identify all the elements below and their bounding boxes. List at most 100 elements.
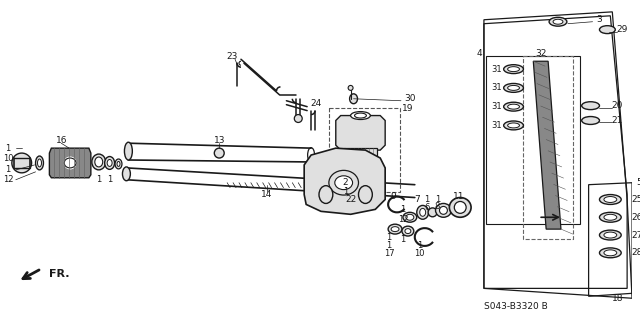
Text: 32: 32 — [536, 49, 547, 58]
Ellipse shape — [95, 157, 102, 167]
Ellipse shape — [115, 159, 122, 169]
Text: 1: 1 — [387, 233, 392, 241]
Text: 29: 29 — [616, 25, 628, 34]
Text: 22: 22 — [345, 195, 356, 204]
Text: 7: 7 — [414, 195, 420, 204]
Ellipse shape — [358, 186, 372, 204]
Ellipse shape — [440, 206, 447, 214]
Ellipse shape — [604, 197, 617, 203]
Ellipse shape — [600, 230, 621, 240]
Bar — [486, 56, 580, 224]
Ellipse shape — [582, 102, 600, 110]
Text: 11: 11 — [452, 192, 464, 201]
Ellipse shape — [553, 19, 563, 24]
Ellipse shape — [122, 167, 131, 181]
Text: 1: 1 — [417, 241, 422, 250]
Ellipse shape — [117, 161, 120, 167]
Ellipse shape — [508, 85, 520, 90]
Text: 17: 17 — [384, 249, 394, 258]
Text: 1: 1 — [107, 175, 112, 184]
Ellipse shape — [124, 142, 132, 160]
Text: 1: 1 — [5, 165, 10, 174]
Bar — [524, 56, 573, 239]
Text: 8: 8 — [435, 202, 440, 211]
Ellipse shape — [454, 202, 466, 213]
Text: 3: 3 — [596, 15, 602, 24]
Text: 10: 10 — [415, 249, 425, 258]
Text: 6: 6 — [424, 203, 429, 212]
Polygon shape — [336, 115, 385, 150]
Ellipse shape — [504, 65, 524, 74]
Ellipse shape — [508, 104, 520, 109]
Ellipse shape — [329, 170, 358, 195]
Text: 31: 31 — [492, 83, 502, 93]
Text: 9: 9 — [390, 192, 396, 201]
Ellipse shape — [294, 115, 302, 122]
Text: 26: 26 — [631, 213, 640, 222]
Ellipse shape — [405, 229, 411, 234]
Text: 1: 1 — [424, 195, 429, 204]
Text: 31: 31 — [492, 65, 502, 74]
Text: 24: 24 — [310, 99, 322, 108]
Text: 1: 1 — [387, 241, 392, 250]
Ellipse shape — [64, 157, 76, 169]
Text: 25: 25 — [631, 195, 640, 204]
Ellipse shape — [107, 160, 112, 167]
Ellipse shape — [600, 195, 621, 204]
Ellipse shape — [604, 250, 617, 256]
Ellipse shape — [36, 156, 44, 170]
Ellipse shape — [349, 94, 358, 104]
Text: 1: 1 — [435, 195, 440, 204]
Text: 31: 31 — [492, 121, 502, 130]
Ellipse shape — [335, 176, 353, 189]
Text: 5: 5 — [636, 178, 640, 187]
Ellipse shape — [508, 67, 520, 71]
Text: FR.: FR. — [49, 269, 70, 278]
Ellipse shape — [348, 85, 353, 90]
Text: 23: 23 — [227, 52, 238, 61]
Ellipse shape — [12, 153, 31, 173]
Text: 31: 31 — [492, 102, 502, 111]
Ellipse shape — [402, 226, 414, 236]
Ellipse shape — [391, 227, 399, 232]
Ellipse shape — [508, 123, 520, 128]
Text: 1: 1 — [5, 144, 10, 153]
Text: 19: 19 — [402, 104, 413, 113]
Ellipse shape — [428, 208, 437, 217]
Ellipse shape — [600, 26, 615, 33]
Polygon shape — [304, 148, 385, 214]
Text: 1: 1 — [400, 234, 406, 243]
Text: 14: 14 — [261, 190, 273, 199]
Ellipse shape — [600, 212, 621, 222]
Text: 12: 12 — [3, 175, 13, 184]
Text: 1: 1 — [400, 205, 406, 214]
Polygon shape — [49, 148, 91, 178]
Ellipse shape — [604, 214, 617, 220]
Text: 20: 20 — [612, 101, 623, 110]
Ellipse shape — [355, 174, 366, 182]
Text: 18: 18 — [611, 294, 623, 303]
Text: 1: 1 — [343, 187, 348, 196]
Ellipse shape — [504, 102, 524, 111]
Ellipse shape — [319, 186, 333, 204]
Text: 28: 28 — [631, 248, 640, 257]
Ellipse shape — [403, 212, 417, 222]
Ellipse shape — [214, 148, 224, 158]
Text: 21: 21 — [612, 116, 623, 125]
Ellipse shape — [342, 171, 353, 179]
Ellipse shape — [549, 17, 567, 26]
Text: 13: 13 — [214, 136, 225, 145]
Polygon shape — [344, 148, 377, 165]
Text: 30: 30 — [404, 94, 415, 103]
Text: 10: 10 — [3, 153, 13, 162]
Ellipse shape — [504, 121, 524, 130]
Ellipse shape — [436, 204, 451, 217]
Text: 16: 16 — [56, 136, 67, 145]
Ellipse shape — [449, 197, 471, 217]
Text: 1: 1 — [96, 175, 101, 184]
Bar — [329, 108, 400, 192]
Ellipse shape — [406, 214, 414, 220]
Text: 2: 2 — [343, 178, 348, 187]
Ellipse shape — [351, 112, 371, 120]
Text: 4: 4 — [476, 49, 482, 58]
